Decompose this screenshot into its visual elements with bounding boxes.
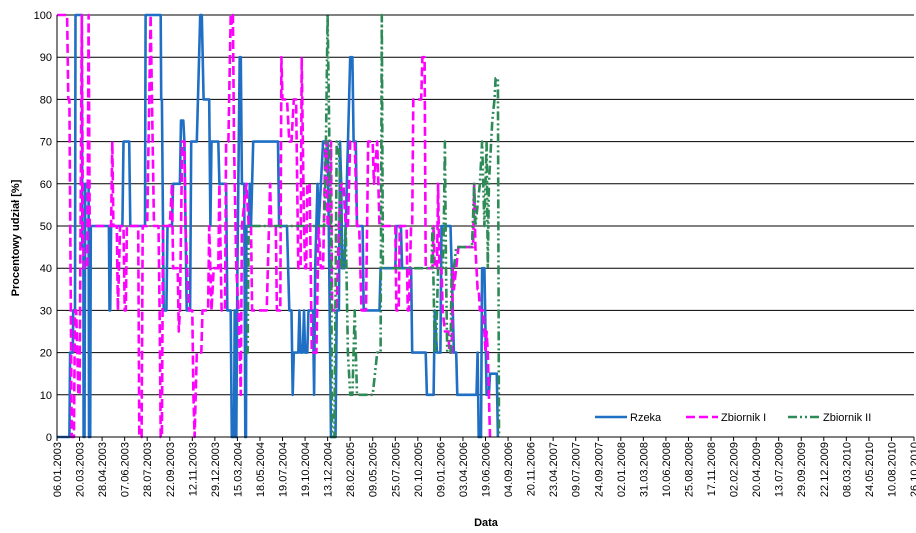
legend-label: Zbiornik II [823,412,871,424]
x-tick-label: 04.09.2006 [503,442,515,497]
axes [56,15,915,441]
y-tick-label: 30 [40,305,52,317]
x-tick-label: 22.12.2009 [819,442,831,497]
x-tick-label: 20.11.2006 [526,442,538,496]
x-tick-label: 07.06.2003 [120,442,132,497]
x-tick-label: 28.04.2003 [97,442,109,497]
x-tick-label: 28.07.2003 [142,442,154,497]
y-tick-label: 80 [40,94,52,106]
x-tick-label: 19.06.2006 [481,442,493,497]
series-layer [57,13,501,439]
y-tick-label: 90 [40,52,52,64]
x-tick-label: 24.05.2010 [864,442,876,497]
x-tick-label: 13.12.2004 [323,442,335,497]
series-line-rzeka [57,13,500,439]
x-tick-label: 12.11.2003 [187,442,199,496]
x-tick-label: 15.03.2004 [232,442,244,497]
y-tick-label: 70 [40,137,52,149]
x-tick-label: 31.03.2008 [638,442,650,497]
x-tick-label: 06.01.2003 [52,442,64,497]
x-tick-label: 10.06.2008 [661,442,673,497]
x-tick-label: 19.10.2004 [300,442,312,497]
legend-label: Zbiornik I [721,412,766,424]
legend: Rzeka Zbiornik I Zbiornik II [595,412,871,424]
x-tick-label: 19.07.2004 [278,442,290,497]
series-line-zbiornik-ii [245,13,501,439]
x-tick-label: 22.09.2003 [165,442,177,497]
x-tick-label: 25.08.2008 [683,442,695,497]
x-tick-label: 09.07.2007 [571,442,583,497]
x-tick-label: 18.05.2004 [255,442,267,497]
x-tick-label: 20.04.2009 [751,442,763,497]
x-tick-label: 08.03.2010 [841,442,853,497]
legend-label: Rzeka [630,412,662,424]
x-tick-label: 25.07.2005 [390,442,402,497]
x-tick-label: 10.08.2010 [886,442,898,497]
y-tick-label: 60 [40,179,52,191]
x-tick-label: 13.07.2009 [774,442,786,497]
x-tick-label: 02.01.2008 [616,442,628,497]
y-tick-label: 10 [40,390,52,402]
y-tick-label: 50 [40,221,52,233]
x-tick-label: 17.11.2008 [706,442,718,496]
x-tick-label: 03.04.2006 [458,442,470,497]
y-tick-labels: 0 10 20 30 40 50 60 70 80 90 100 [34,10,52,444]
x-axis-title: Data [474,517,499,529]
x-tick-label: 09.05.2005 [368,442,380,497]
series-line-zbiornik-i [57,13,492,439]
x-tick-label: 24.09.2007 [593,442,605,497]
x-tick-label: 28.02.2005 [345,442,357,497]
y-tick-label: 100 [34,10,52,22]
x-tick-label: 20.03.2003 [75,442,87,497]
y-tick-label: 20 [40,348,52,360]
x-tick-label: 20.10.2005 [413,442,425,497]
x-tick-label: 29.09.2009 [796,442,808,497]
y-tick-label: 40 [40,263,52,275]
x-tick-label: 29.12.2003 [210,442,222,497]
x-tick-label: 02.02.2009 [729,442,741,497]
y-axis-title: Procentowy udział [%] [10,179,22,296]
y-tick-label: 0 [46,432,52,444]
x-tick-label: 09.01.2006 [435,442,447,497]
x-tick-labels: 06.01.2003 20.03.2003 28.04.2003 07.06.2003… [52,442,916,497]
x-tick-label: 26.10.2010 [909,442,916,497]
x-tick-label: 23.04.2007 [548,442,560,497]
